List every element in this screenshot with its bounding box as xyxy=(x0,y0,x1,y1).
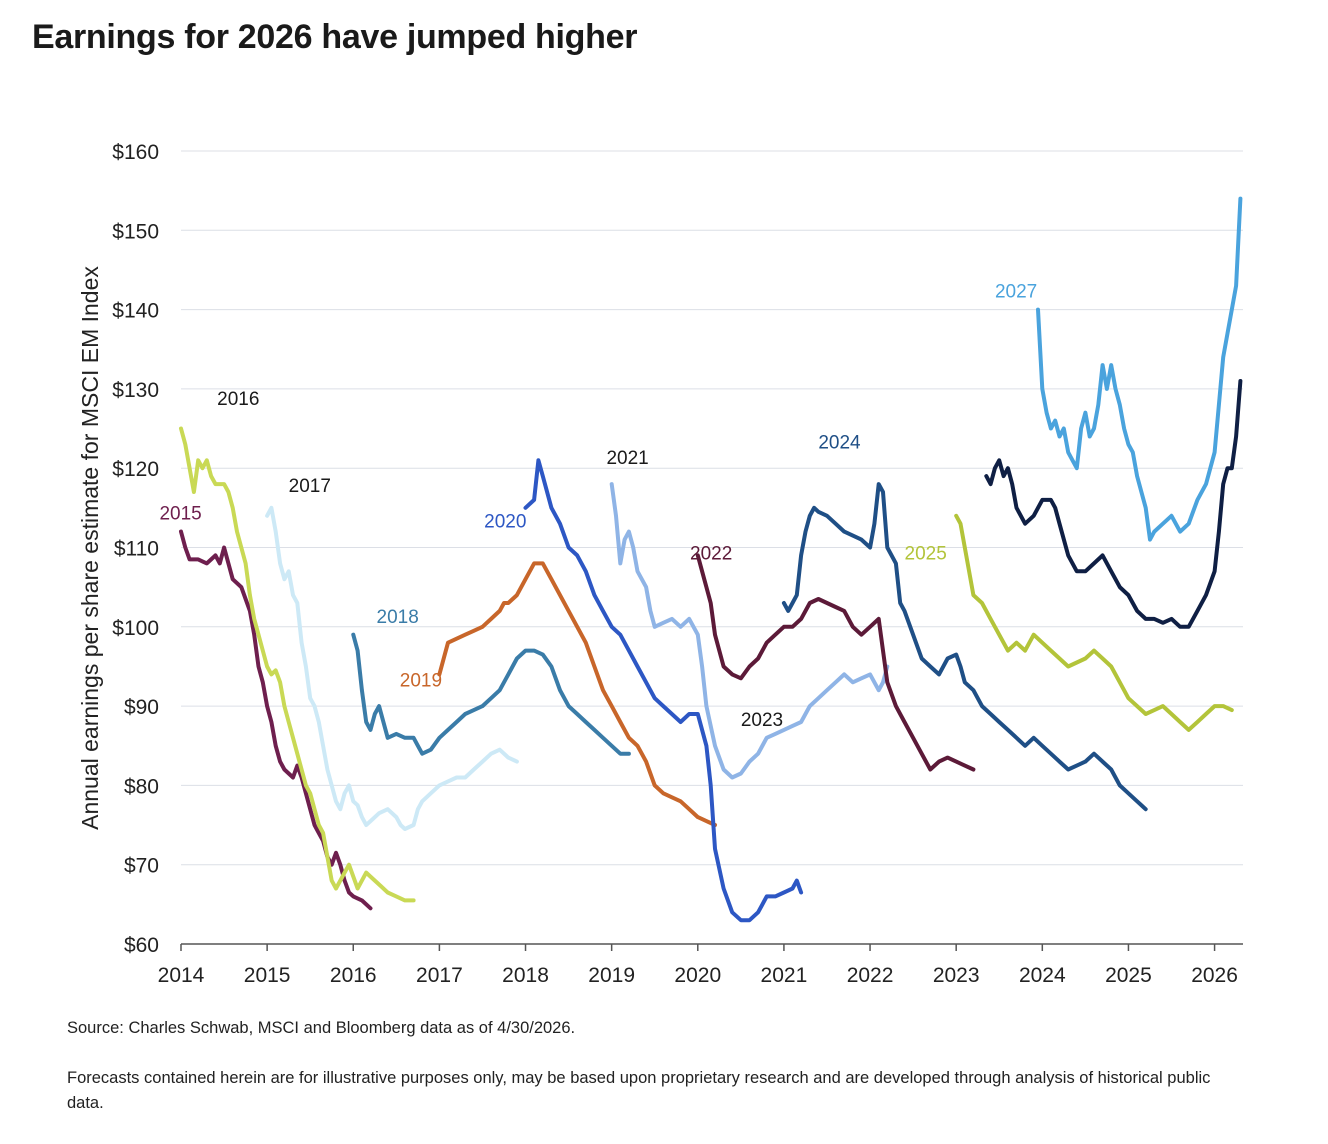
series-line-2026 xyxy=(984,379,1243,629)
series-label-2022: 2022 xyxy=(690,543,732,564)
y-tick-label: $150 xyxy=(112,220,159,243)
series-label-2027: 2027 xyxy=(995,282,1037,303)
series-line-2019 xyxy=(437,561,717,827)
x-tick-label: 2024 xyxy=(1019,964,1066,987)
x-tick-label: 2020 xyxy=(674,964,721,987)
series-label-2019: 2019 xyxy=(400,670,442,691)
y-tick-label: $120 xyxy=(112,458,159,481)
y-tick-label: $80 xyxy=(124,775,159,798)
series-line-2017 xyxy=(265,505,519,831)
source-note: Source: Charles Schwab, MSCI and Bloombe… xyxy=(67,1019,576,1037)
series-line-2018 xyxy=(351,632,631,756)
x-tick-label: 2022 xyxy=(847,964,894,987)
series-line-2025 xyxy=(954,513,1234,732)
series-line-2016 xyxy=(179,426,416,903)
y-tick-label: $140 xyxy=(112,300,159,323)
y-tick-label: $70 xyxy=(124,855,159,878)
x-tick-label: 2026 xyxy=(1191,964,1238,987)
earnings-line-chart: $60 $70 $80 $90 $100 $110 $120 $130 $140 $150 $160… xyxy=(77,141,1243,987)
chart-title: Earnings for 2026 have jumped higher xyxy=(32,18,638,56)
series-line-2021 xyxy=(609,482,890,780)
disclaimer-note: Forecasts contained herein are for illus… xyxy=(67,1069,1211,1112)
x-tick-label: 2021 xyxy=(761,964,808,987)
series-line-2020 xyxy=(523,458,804,923)
series-line-2027 xyxy=(1036,196,1243,542)
x-tick-label: 2025 xyxy=(1105,964,1152,987)
series-label-2023: 2023 xyxy=(741,710,783,731)
y-tick-label: $130 xyxy=(112,379,159,402)
x-tick-label: 2015 xyxy=(244,964,291,987)
series-line-2015 xyxy=(179,529,373,911)
series-lines xyxy=(179,196,1243,923)
y-tick-label: $110 xyxy=(114,538,159,561)
x-tick-label: 2014 xyxy=(158,964,205,987)
series-label-2018: 2018 xyxy=(377,607,419,628)
series-label-2015: 2015 xyxy=(159,504,201,525)
series-label-2020: 2020 xyxy=(484,512,526,533)
axes: $60 $70 $80 $90 $100 $110 $120 $130 $140 $150 $160… xyxy=(112,141,1243,987)
series-label-2021: 2021 xyxy=(606,448,648,469)
x-tick-label: 2019 xyxy=(588,964,635,987)
series-label-2025: 2025 xyxy=(905,543,947,564)
series-label-2024: 2024 xyxy=(818,432,861,453)
series-label-2017: 2017 xyxy=(289,476,331,497)
x-tick-label: 2018 xyxy=(502,964,549,987)
y-tick-label: $100 xyxy=(112,617,159,640)
y-tick-label: $90 xyxy=(124,696,159,719)
x-tick-label: 2016 xyxy=(330,964,377,987)
y-tick-label: $60 xyxy=(124,934,159,957)
series-labels: 2015 2016 2017 2018 2019 2020 2021 2022 2023 2024… xyxy=(159,282,1037,731)
series-line-2024 xyxy=(781,482,1148,812)
y-tick-label: $160 xyxy=(112,141,159,164)
series-label-2016: 2016 xyxy=(217,389,259,410)
x-tick-label: 2023 xyxy=(933,964,980,987)
x-tick-label: 2017 xyxy=(416,964,463,987)
y-axis-label: Annual earnings per share estimate for M… xyxy=(77,266,103,830)
series-line-2022 xyxy=(695,553,976,772)
